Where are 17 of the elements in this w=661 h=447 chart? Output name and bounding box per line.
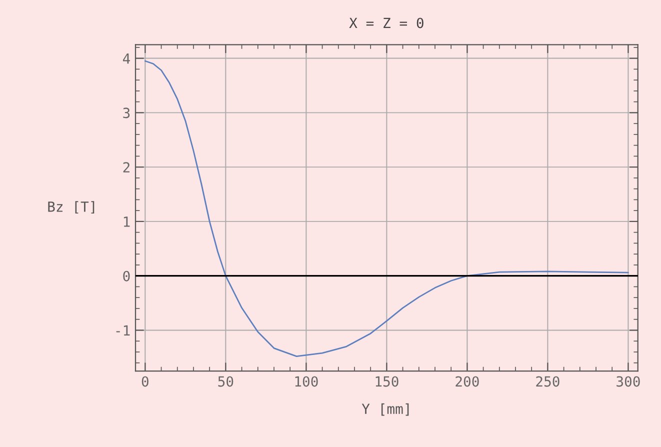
x-tick-label: 50 bbox=[218, 376, 234, 387]
line-series bbox=[144, 60, 629, 358]
y-tick-label: 1 bbox=[124, 216, 130, 227]
y-axis-title: Bz [T] bbox=[48, 201, 94, 214]
y-tick-label: -1 bbox=[116, 325, 130, 336]
y-tick-label: 0 bbox=[123, 270, 130, 282]
y-tick-label: 2 bbox=[123, 162, 130, 172]
x-tick-label: 150 bbox=[376, 376, 398, 387]
chart-title: X = Z = 0 bbox=[349, 18, 424, 28]
x-tick-label: 200 bbox=[456, 376, 479, 387]
y-tick-label: 4 bbox=[122, 53, 130, 64]
y-tick-label: 3 bbox=[123, 108, 130, 118]
x-axis-title: Y [mm] bbox=[362, 403, 409, 416]
x-tick-label: 100 bbox=[295, 376, 318, 387]
x-tick-label: 0 bbox=[142, 376, 148, 387]
x-tick-label: 250 bbox=[536, 376, 560, 387]
x-tick-label: 300 bbox=[616, 376, 640, 387]
